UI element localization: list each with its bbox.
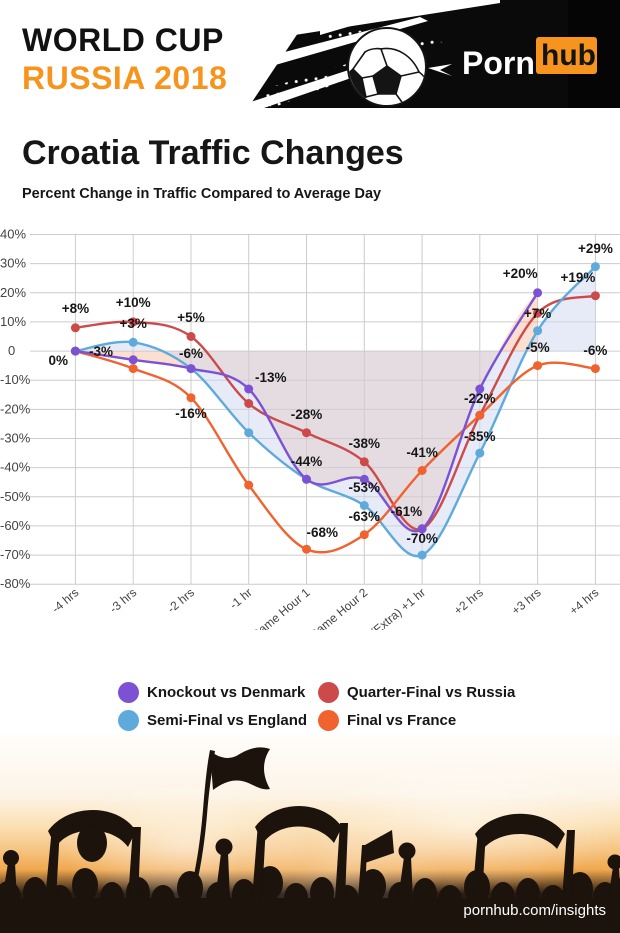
- svg-text:-63%: -63%: [349, 509, 381, 524]
- svg-text:0: 0: [8, 343, 15, 358]
- svg-text:-40%: -40%: [0, 460, 31, 475]
- svg-text:-80%: -80%: [0, 576, 31, 591]
- svg-text:-10%: -10%: [0, 372, 31, 387]
- svg-text:(Extra) +1 hr: (Extra) +1 hr: [368, 585, 428, 630]
- svg-text:-70%: -70%: [0, 547, 31, 562]
- svg-text:10%: 10%: [0, 314, 26, 329]
- svg-text:-30%: -30%: [0, 431, 31, 446]
- svg-text:-70%: -70%: [406, 531, 438, 546]
- svg-text:-35%: -35%: [464, 429, 496, 444]
- svg-text:-68%: -68%: [307, 525, 339, 540]
- svg-text:-2 hrs: -2 hrs: [165, 585, 198, 615]
- svg-text:30%: 30%: [0, 256, 26, 271]
- svg-text:-50%: -50%: [0, 489, 31, 504]
- svg-text:+29%: +29%: [578, 241, 613, 256]
- svg-text:-41%: -41%: [406, 445, 438, 460]
- svg-text:+3%: +3%: [119, 316, 146, 331]
- svg-text:+10%: +10%: [116, 295, 151, 310]
- svg-text:-44%: -44%: [291, 454, 323, 469]
- svg-text:-60%: -60%: [0, 518, 31, 533]
- svg-text:-13%: -13%: [255, 370, 287, 385]
- svg-text:-5%: -5%: [526, 340, 550, 355]
- svg-text:40%: 40%: [0, 227, 26, 242]
- svg-text:+19%: +19%: [560, 270, 595, 285]
- svg-text:+2 hrs: +2 hrs: [451, 585, 486, 617]
- svg-text:-22%: -22%: [464, 391, 496, 406]
- svg-text:+7%: +7%: [524, 306, 551, 321]
- svg-text:0%: 0%: [48, 353, 68, 368]
- svg-text:20%: 20%: [0, 285, 26, 300]
- svg-text:Game Hour 2: Game Hour 2: [306, 585, 370, 630]
- svg-text:+3 hrs: +3 hrs: [509, 585, 544, 617]
- svg-text:hub: hub: [541, 39, 596, 72]
- svg-text:+4 hrs: +4 hrs: [567, 585, 602, 617]
- svg-text:Game Hour 1: Game Hour 1: [248, 585, 312, 630]
- svg-text:+8%: +8%: [62, 301, 89, 316]
- svg-text:+20%: +20%: [503, 266, 538, 281]
- svg-text:-53%: -53%: [349, 480, 381, 495]
- svg-text:-6%: -6%: [179, 346, 203, 361]
- svg-text:-28%: -28%: [291, 407, 323, 422]
- svg-text:-20%: -20%: [0, 401, 31, 416]
- svg-text:-3 hrs: -3 hrs: [107, 585, 140, 615]
- svg-text:-1 hr: -1 hr: [227, 585, 255, 612]
- svg-text:Porn: Porn: [462, 45, 535, 81]
- svg-text:-4 hrs: -4 hrs: [49, 585, 82, 615]
- svg-text:-6%: -6%: [583, 343, 607, 358]
- svg-text:-38%: -38%: [349, 436, 381, 451]
- svg-text:-61%: -61%: [391, 504, 423, 519]
- svg-text:+5%: +5%: [177, 310, 204, 325]
- svg-text:-3%: -3%: [89, 344, 113, 359]
- svg-text:-16%: -16%: [175, 406, 207, 421]
